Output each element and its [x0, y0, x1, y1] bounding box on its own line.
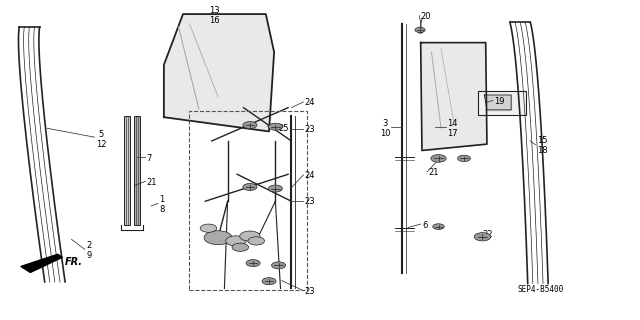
Text: 14
17: 14 17 [447, 119, 458, 138]
Text: 22: 22 [483, 230, 493, 239]
Text: 24: 24 [305, 99, 316, 108]
Circle shape [226, 236, 246, 246]
Text: 13
16: 13 16 [209, 6, 220, 25]
Text: SEP4-B5400: SEP4-B5400 [518, 285, 564, 294]
Circle shape [232, 243, 248, 252]
Bar [134, 116, 140, 225]
Circle shape [268, 123, 282, 130]
Text: 7: 7 [147, 154, 152, 163]
Circle shape [204, 231, 232, 245]
Circle shape [458, 155, 470, 162]
Polygon shape [164, 14, 274, 132]
Text: 1
8: 1 8 [159, 195, 164, 214]
Text: 3
10: 3 10 [380, 119, 390, 138]
Bar [124, 116, 130, 225]
Circle shape [240, 231, 260, 241]
Bar [478, 91, 526, 115]
Circle shape [243, 183, 257, 190]
Circle shape [248, 237, 264, 245]
Text: 6: 6 [422, 220, 428, 229]
Circle shape [246, 260, 260, 267]
Circle shape [415, 28, 425, 32]
Polygon shape [420, 43, 487, 150]
Text: 21: 21 [147, 178, 157, 187]
Circle shape [431, 155, 446, 162]
Text: 21: 21 [428, 168, 439, 177]
Circle shape [433, 224, 444, 229]
Text: 15
18: 15 18 [537, 136, 547, 155]
Circle shape [268, 185, 282, 192]
Circle shape [271, 262, 285, 269]
Circle shape [243, 122, 257, 129]
Text: 2
9: 2 9 [86, 241, 92, 260]
Text: 19: 19 [494, 97, 504, 106]
Text: 23: 23 [305, 125, 316, 134]
Circle shape [200, 224, 217, 232]
Text: 23: 23 [305, 197, 316, 206]
Text: 24: 24 [305, 172, 316, 180]
Polygon shape [484, 95, 511, 110]
Circle shape [474, 233, 491, 241]
Text: 5
12: 5 12 [96, 130, 106, 149]
Text: 23: 23 [305, 287, 316, 296]
Text: FR.: FR. [65, 257, 83, 268]
Text: 25: 25 [278, 124, 289, 133]
Polygon shape [21, 254, 62, 272]
Bar [189, 111, 307, 290]
Circle shape [262, 278, 276, 285]
Text: 20: 20 [420, 12, 431, 21]
